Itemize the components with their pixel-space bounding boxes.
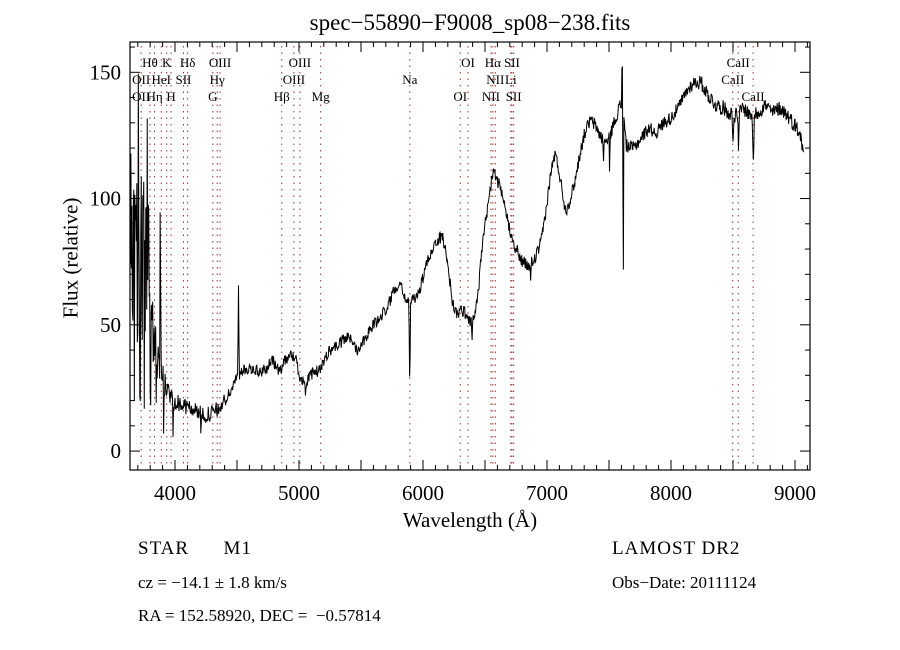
axis-ticks <box>130 42 810 470</box>
spectral-line-label: Hγ <box>210 72 225 87</box>
spectral-line-label: CaII <box>721 72 744 87</box>
spectrum-line <box>130 65 804 437</box>
spectral-line-label: OI <box>461 55 475 70</box>
spectral-line-label: SII <box>506 89 522 104</box>
ra-dec-text: RA = 152.58920, DEC = −0.57814 <box>138 606 381 625</box>
spectral-line-label: Hη <box>146 89 162 104</box>
x-axis-label: Wavelength (Å) <box>402 508 538 532</box>
spectral-line-label: OIII <box>209 55 231 70</box>
spectral-line-label: SII <box>504 55 520 70</box>
x-tick-label: 4000 <box>154 481 196 505</box>
spectral-line-label: H <box>166 89 175 104</box>
x-tick-label: 7000 <box>526 481 568 505</box>
spectral-line-label: NII <box>482 89 500 104</box>
plot-frame-border <box>129 41 811 471</box>
spectral-line-label: CaII <box>742 89 765 104</box>
spectral-line-label: Hβ <box>274 89 290 104</box>
tick-labels: 4000 5000 6000 7000 8000 9000 0 50 100 150 <box>90 60 816 505</box>
y-tick-label: 50 <box>100 313 121 337</box>
spectral-line-label: Li <box>505 72 517 87</box>
radial-velocity-text: cz = −14.1 ± 1.8 km/s <box>138 573 287 592</box>
plot-frame <box>129 41 811 471</box>
spectral-line-label: OI <box>453 89 467 104</box>
spectral-line-label: CaII <box>727 55 750 70</box>
spectral-line-label: HeI <box>151 72 171 87</box>
spectral-line-label: Hθ <box>142 55 158 70</box>
spectral-line-label: SII <box>175 72 191 87</box>
y-tick-label: 150 <box>90 60 122 84</box>
spectral-line-label: OII <box>132 89 150 104</box>
y-axis-label: Flux (relative) <box>58 197 83 319</box>
spectral-line-label: G <box>208 89 217 104</box>
plot-title: spec−55890−F9008_sp08−238.fits <box>309 10 631 35</box>
spectral-line-label: OIII <box>283 72 305 87</box>
object-class-text: STAR M1 <box>138 538 252 559</box>
spectral-line-markers <box>140 46 754 468</box>
x-tick-label: 9000 <box>774 481 816 505</box>
spectral-line-label: OII <box>132 72 150 87</box>
survey-text: LAMOST DR2 <box>612 538 741 559</box>
x-tick-label: 8000 <box>650 481 692 505</box>
y-tick-label: 100 <box>90 187 122 211</box>
spectral-line-label: Hδ <box>180 55 196 70</box>
spectral-line-label: K <box>162 55 172 70</box>
spectral-line-label: Na <box>402 72 417 87</box>
x-tick-label: 6000 <box>402 481 444 505</box>
spectral-line-label: OIII <box>289 55 311 70</box>
spectral-line-label: Hα <box>485 55 501 70</box>
y-tick-label: 0 <box>111 439 122 463</box>
spectral-line-label: Mg <box>312 89 331 104</box>
spectral-line-label: NII <box>486 72 504 87</box>
x-tick-label: 5000 <box>278 481 320 505</box>
obs-date-text: Obs−Date: 20111124 <box>612 573 757 592</box>
